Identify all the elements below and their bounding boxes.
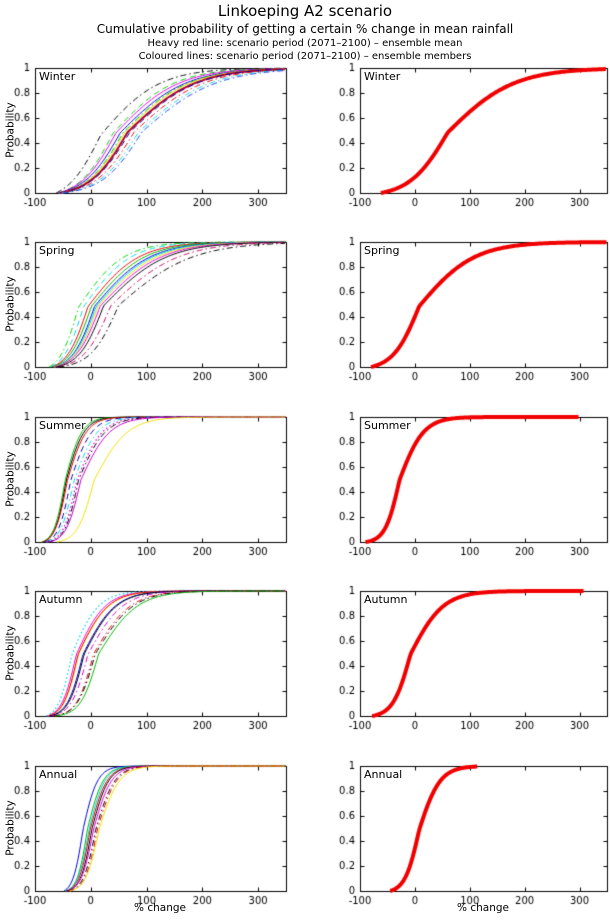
y-axis-label: Probability <box>4 276 17 332</box>
season-label: Autumn <box>39 593 83 606</box>
subplot-spring-mean: Spring <box>360 242 607 367</box>
figure-subtitle: Cumulative probability of getting a cert… <box>96 21 514 36</box>
season-label: Annual <box>364 768 403 781</box>
subplot-winter-mean: Winter <box>360 68 607 193</box>
figure-title: Linkoeping A2 scenario <box>217 2 393 20</box>
season-label: Spring <box>364 244 400 257</box>
subplot-autumn-members: Autumn <box>35 591 286 716</box>
season-label: Winter <box>39 70 76 83</box>
subplot-winter-members: Winter <box>35 68 286 193</box>
season-label: Autumn <box>364 593 408 606</box>
subplot-autumn-mean: Autumn <box>360 591 607 716</box>
x-axis-label: % change <box>457 902 509 914</box>
subplot-summer-members: Summer <box>35 417 286 542</box>
legend-members-note: Coloured lines: scenario period (2071–21… <box>138 51 472 63</box>
subplot-annual-mean: Annual <box>360 766 607 891</box>
legend-mean-note: Heavy red line: scenario period (2071–21… <box>147 37 463 49</box>
season-label: Spring <box>39 244 75 257</box>
season-label: Annual <box>39 768 78 781</box>
y-axis-label: Probability <box>4 451 17 507</box>
subplot-spring-members: Spring <box>35 242 286 367</box>
subplot-summer-mean: Summer <box>360 417 607 542</box>
subplot-annual-members: Annual <box>35 766 286 891</box>
season-label: Winter <box>364 70 401 83</box>
y-axis-label: Probability <box>4 800 17 856</box>
season-label: Summer <box>364 419 411 432</box>
y-axis-label: Probability <box>4 102 17 158</box>
figure-header: Linkoeping A2 scenario Cumulative probab… <box>0 0 610 64</box>
y-axis-label: Probability <box>4 625 17 681</box>
season-label: Summer <box>39 419 86 432</box>
x-axis-label: % change <box>134 902 186 914</box>
